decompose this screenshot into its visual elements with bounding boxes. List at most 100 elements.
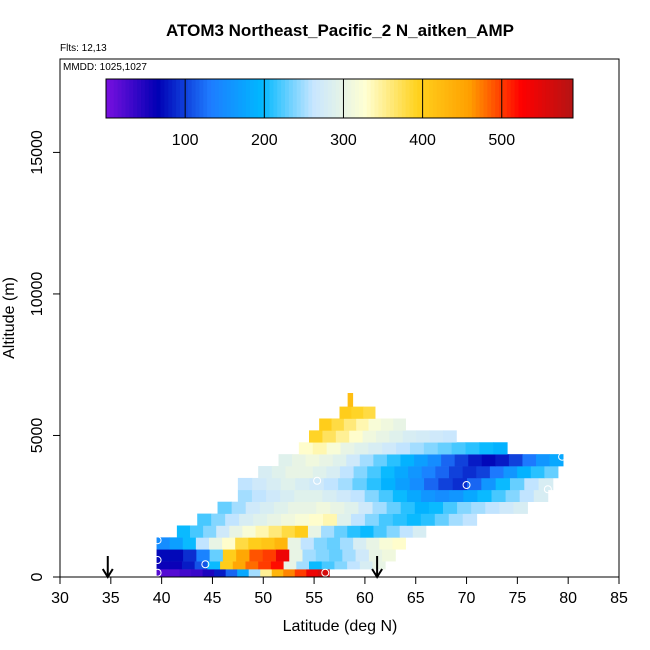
- colorbar-segment: [300, 79, 305, 118]
- colorbar-tick-label: 500: [488, 132, 515, 149]
- heatmap-cell: [309, 561, 323, 570]
- heatmap-cell: [364, 489, 380, 503]
- heatmap-cell: [194, 561, 208, 570]
- heatmap-cell: [222, 537, 236, 550]
- colorbar-segment: [285, 79, 290, 118]
- heatmap-cell: [386, 501, 402, 514]
- x-tick-label: 45: [204, 590, 222, 607]
- colorbar-segment: [487, 79, 492, 118]
- colorbar-segment: [495, 79, 500, 118]
- colorbar-segment: [226, 79, 232, 118]
- heatmap-cell: [270, 561, 284, 570]
- heatmap-cell: [220, 561, 234, 570]
- colorbar-segment: [312, 79, 317, 118]
- colorbar-tick-label: 400: [409, 132, 436, 149]
- heatmap-cell: [396, 442, 411, 455]
- colorbar-segment: [362, 79, 368, 118]
- y-tick-label: 0: [29, 572, 46, 581]
- colorbar-segment: [483, 79, 488, 118]
- colorbar-segment: [137, 79, 142, 118]
- heatmap-cell: [191, 569, 204, 578]
- colorbar-segment: [308, 79, 313, 118]
- colorbar-segment: [393, 79, 399, 118]
- colorbar-segment: [320, 79, 325, 118]
- colorbar-segment: [152, 79, 158, 118]
- heatmap-cell: [189, 525, 204, 538]
- colorbar-segment: [553, 79, 558, 118]
- heatmap-cell: [368, 418, 382, 431]
- heatmap-cell: [197, 513, 212, 526]
- heatmap-cell: [326, 537, 341, 550]
- x-tick-label: 85: [610, 590, 628, 607]
- heatmap-cell: [509, 477, 525, 491]
- heatmap-cell: [493, 442, 508, 455]
- heatmap-cell: [179, 569, 192, 578]
- heatmap-cell: [429, 430, 444, 443]
- heatmap-cell: [378, 513, 394, 526]
- heatmap-cell: [260, 569, 273, 578]
- heatmap-cell: [156, 549, 171, 562]
- heatmap-cell: [423, 442, 439, 455]
- heatmap-cell: [225, 513, 240, 526]
- heatmap-cell: [248, 569, 261, 578]
- heatmap-cell: [222, 549, 237, 562]
- heatmap-cell: [255, 525, 270, 538]
- heatmap-cell: [438, 477, 454, 491]
- heatmap-cell: [395, 477, 411, 491]
- heatmap-cell: [339, 406, 352, 419]
- heatmap-cell: [296, 561, 310, 570]
- heatmap-cell: [273, 501, 289, 514]
- heatmap-cell: [427, 454, 442, 467]
- heatmap-cell: [312, 442, 328, 455]
- colorbar-segment: [249, 79, 255, 118]
- colorbar-segment: [242, 79, 247, 118]
- colorbar-segment: [522, 79, 527, 118]
- heatmap-cell: [414, 501, 430, 514]
- colorbar-segment: [370, 79, 376, 118]
- heatmap-cell: [454, 454, 469, 467]
- x-tick-label: 80: [559, 590, 577, 607]
- colorbar-segment: [234, 79, 239, 118]
- heatmap-cell: [214, 569, 227, 578]
- colorbar-segment: [421, 79, 426, 118]
- heatmap-cell: [393, 418, 406, 431]
- colorbar-segment: [351, 79, 356, 118]
- heatmap-cell: [364, 513, 380, 526]
- heatmap-cell: [394, 466, 409, 479]
- heatmap-cell: [321, 525, 335, 538]
- heatmap-cell: [248, 537, 262, 550]
- heatmap-cell: [392, 489, 408, 503]
- heatmap-cell: [245, 561, 259, 570]
- heatmap-cell: [274, 537, 289, 550]
- heatmap-cell: [295, 477, 310, 491]
- heatmap-cell: [499, 501, 514, 514]
- x-tick-label: 40: [153, 590, 171, 607]
- heatmap-cell: [489, 466, 504, 479]
- heatmap-cell: [217, 501, 233, 514]
- heatmap-cell: [209, 549, 224, 562]
- heatmap-cell: [519, 489, 535, 503]
- heatmap-cell: [350, 513, 366, 526]
- colorbar-segment: [541, 79, 547, 118]
- heatmap-cell: [471, 501, 486, 514]
- heatmap-cell: [344, 501, 359, 514]
- colorbar-segment: [160, 79, 165, 118]
- heatmap-cell: [481, 454, 496, 467]
- colorbar-segment: [222, 79, 228, 118]
- heatmap-cell: [251, 489, 267, 503]
- colorbar-segment: [409, 79, 414, 118]
- y-tick-label: 15000: [29, 130, 46, 175]
- white-circle-marker: [313, 476, 322, 485]
- heatmap-cell: [298, 442, 314, 455]
- heatmap-cell: [451, 442, 466, 455]
- colorbar-segment: [218, 79, 224, 118]
- heatmap-cell: [281, 513, 296, 526]
- heatmap-cell: [530, 466, 545, 479]
- heatmap-cell: [343, 418, 357, 431]
- colorbar-segment: [327, 79, 333, 118]
- heatmap-cells: [156, 393, 564, 578]
- heatmap-cell: [329, 549, 343, 562]
- heatmap-cell: [236, 549, 250, 562]
- white-circle-markers: [153, 452, 567, 577]
- heatmap-cell: [182, 537, 197, 550]
